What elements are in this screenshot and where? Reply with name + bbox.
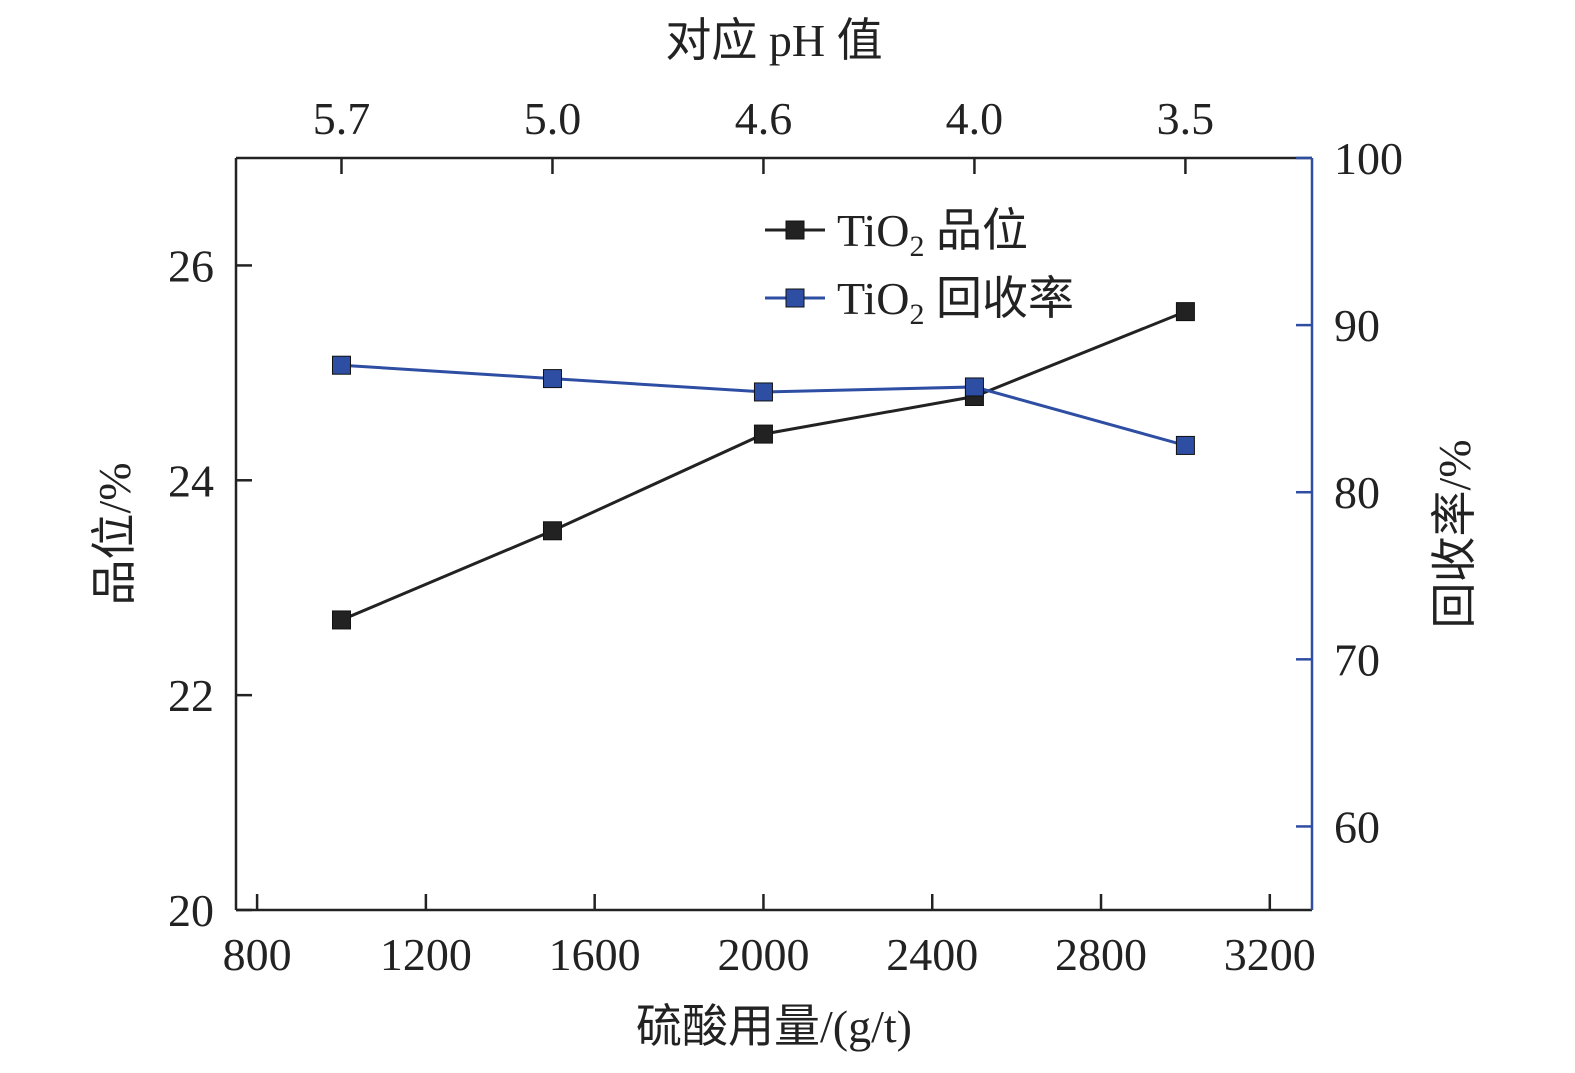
data-point [542, 369, 562, 389]
data-point [542, 521, 562, 541]
left-tick-label: 20 [168, 885, 214, 936]
top-tick-label: 3.5 [1157, 93, 1215, 144]
x-tick-label: 2400 [886, 929, 978, 980]
legend-label: TiO2 品位 [837, 205, 1028, 263]
axis-ticks: 800 1200 1600 2000 2400 2800 3200 5.7 5.0 4.6 4.0 3… [168, 93, 1403, 980]
top-tick-label: 5.0 [524, 93, 582, 144]
x-tick-label: 1200 [380, 929, 472, 980]
legend: TiO2 品位 TiO2 回收率 [765, 205, 1074, 331]
left-tick-label: 24 [168, 455, 214, 506]
right-tick-label: 70 [1334, 634, 1380, 685]
legend-marker [785, 288, 805, 308]
data-point [1175, 302, 1195, 322]
plot-frame [234, 156, 1314, 912]
top-tick-label: 4.6 [735, 93, 793, 144]
right-tick-label: 100 [1334, 133, 1403, 184]
axis-titles: 硫酸用量/(g/t) 对应 pH 值 品位/% 回收率/% [89, 15, 1480, 1052]
series-layer [331, 302, 1195, 630]
right-tick-label: 90 [1334, 300, 1380, 351]
x-tick-label: 800 [223, 929, 292, 980]
data-point [331, 355, 351, 375]
right-tick-label: 60 [1334, 801, 1380, 852]
left-axis-title: 品位/% [89, 462, 140, 605]
top-tick-label: 5.7 [313, 93, 371, 144]
top-tick-label: 4.0 [946, 93, 1004, 144]
legend-marker [785, 220, 805, 240]
data-point [753, 424, 773, 444]
left-tick-label: 22 [168, 670, 214, 721]
x-tick-label: 2800 [1055, 929, 1147, 980]
data-point [753, 382, 773, 402]
x-tick-label: 3200 [1224, 929, 1316, 980]
left-tick-label: 26 [168, 240, 214, 291]
data-point [1175, 435, 1195, 455]
x-tick-label: 2000 [717, 929, 809, 980]
right-tick-label: 80 [1334, 467, 1380, 518]
data-point [964, 377, 984, 397]
x-axis-title: 硫酸用量/(g/t) [636, 1001, 912, 1052]
x-tick-label: 1600 [549, 929, 641, 980]
top-axis-title: 对应 pH 值 [665, 15, 882, 66]
right-axis-title: 回收率/% [1429, 439, 1480, 628]
series-line [340, 310, 1186, 622]
data-point [331, 610, 351, 630]
legend-label: TiO2 回收率 [837, 273, 1074, 331]
